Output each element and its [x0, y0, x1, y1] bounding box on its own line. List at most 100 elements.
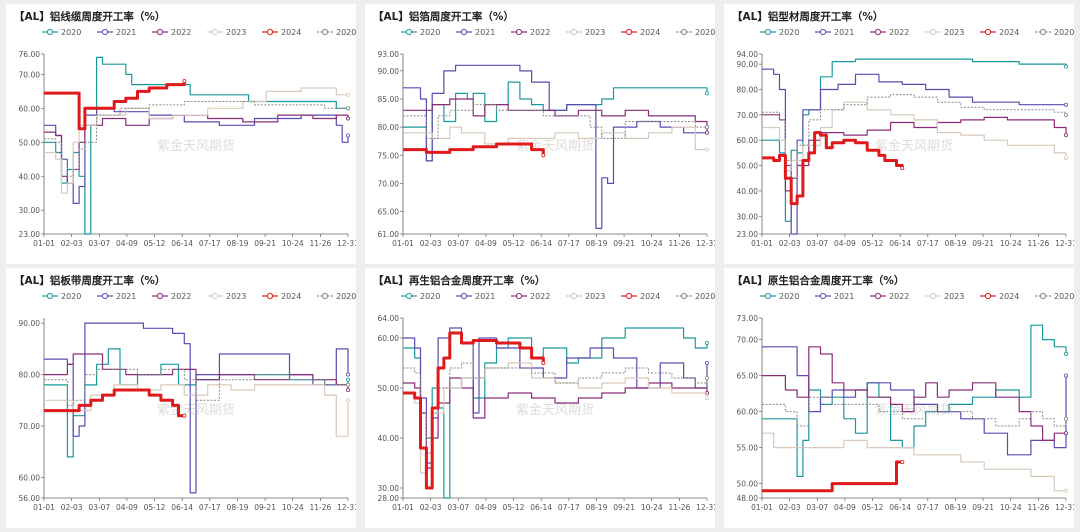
series-line-2021[interactable]	[403, 64, 708, 229]
legend-item[interactable]: 2020-2023均值	[1035, 27, 1074, 37]
legend-item[interactable]: 2020-2023均值	[676, 291, 715, 301]
legend-label: 2022	[889, 28, 909, 37]
series-line-2020-2023均值[interactable]	[44, 368, 348, 406]
series-end-point	[541, 361, 546, 366]
series-line-2024[interactable]	[44, 388, 185, 418]
chart-svg: 【AL】原生铝合金周度开工率（%） 2020 2021 2022 2023 2024 202…	[732, 274, 1074, 512]
legend-item[interactable]: 2024	[262, 28, 301, 37]
legend-item[interactable]: 2022	[511, 292, 550, 301]
legend-item[interactable]: 2020-2023均值	[1035, 291, 1074, 301]
legend-item[interactable]: 2023	[566, 28, 605, 37]
legend-item[interactable]: 2020-2023均值	[317, 291, 356, 301]
legend-marker	[101, 28, 109, 36]
x-tick-label: 01-01	[751, 239, 773, 248]
x-tick-label: 06-14	[889, 503, 911, 512]
legend-label: 2020-2023均值	[695, 291, 715, 301]
y-tick-label: 50.00	[19, 138, 41, 147]
legend-item[interactable]: 2020	[401, 292, 440, 301]
legend-item[interactable]: 2022	[152, 292, 191, 301]
x-tick-label: 09-21	[613, 239, 635, 248]
legend-item[interactable]: 2020	[760, 292, 799, 301]
x-tick-label: 07-17	[199, 503, 221, 512]
legend-item[interactable]: 2020	[760, 28, 799, 37]
legend-item[interactable]: 2021	[456, 292, 495, 301]
series-line-2020-2023均值[interactable]	[762, 396, 1067, 427]
legend-item[interactable]: 2021	[815, 292, 854, 301]
series-line-2024[interactable]	[762, 131, 904, 206]
y-tick-label: 80.00	[737, 85, 759, 94]
legend-label: 2020-2023均值	[695, 27, 715, 37]
series-line-2024[interactable]	[762, 460, 903, 493]
legend-item[interactable]: 2021	[97, 292, 136, 301]
legend-marker	[405, 292, 413, 300]
series-end-point	[704, 395, 709, 400]
legend-item[interactable]: 2023	[207, 28, 246, 37]
legend-item[interactable]: 2024	[980, 28, 1019, 37]
y-tick-label: 28.00	[378, 494, 400, 503]
legend-marker	[101, 292, 109, 300]
legend-item[interactable]: 2023	[925, 292, 964, 301]
chart-title: 【AL】铝线缆周度开工率（%）	[14, 10, 165, 23]
legend-item[interactable]: 2020-2023均值	[676, 27, 715, 37]
legend-marker	[929, 28, 937, 36]
legend-item[interactable]: 2023	[566, 292, 605, 301]
legend-item[interactable]: 2024	[621, 292, 660, 301]
legend-label: 2023	[226, 292, 246, 301]
legend-item[interactable]: 2020	[42, 28, 81, 37]
legend-item[interactable]: 2023	[925, 28, 964, 37]
legend-item[interactable]: 2024	[621, 28, 660, 37]
series-line-2021[interactable]	[403, 327, 708, 464]
series-line-2020[interactable]	[762, 324, 1067, 477]
series-line-2020-2023均值[interactable]	[762, 94, 1067, 179]
legend-label: 2020-2023均值	[1054, 291, 1074, 301]
legend-marker	[625, 292, 633, 300]
legend-label: 2023	[226, 28, 246, 37]
series-line-2021[interactable]	[44, 322, 349, 494]
legend-item[interactable]: 2024	[262, 292, 301, 301]
series-end-point	[900, 166, 905, 171]
series-line-2021[interactable]	[762, 68, 1066, 235]
legend-item[interactable]: 2021	[97, 28, 136, 37]
y-tick-label: 85.00	[378, 95, 400, 104]
legend-item[interactable]: 2022	[511, 28, 550, 37]
series-line-2024[interactable]	[44, 81, 186, 131]
series-line-2022[interactable]	[762, 346, 1066, 441]
legend-label: 2020-2023均值	[336, 27, 356, 37]
x-tick-label: 04-09	[116, 503, 138, 512]
legend-item[interactable]: 2023	[207, 292, 246, 301]
legend-item[interactable]: 2020	[42, 292, 81, 301]
x-tick-label: 11-26	[668, 503, 690, 512]
series-line-2023[interactable]	[403, 362, 708, 474]
y-tick-label: 60.00	[737, 408, 759, 417]
series-line-2022[interactable]	[44, 114, 349, 184]
legend-item[interactable]: 2021	[456, 28, 495, 37]
series-line-2022[interactable]	[403, 377, 708, 469]
series-line-2022[interactable]	[44, 353, 349, 390]
series-line-2022[interactable]	[403, 98, 708, 133]
legend-item[interactable]: 2022	[870, 28, 909, 37]
legend-marker	[819, 28, 827, 36]
series-line-2023[interactable]	[44, 87, 348, 194]
series-line-2021[interactable]	[762, 346, 1067, 456]
series-line-2020-2023均值[interactable]	[403, 104, 707, 139]
legend-item[interactable]: 2020	[401, 28, 440, 37]
series-end-point	[345, 92, 350, 97]
series-line-2023[interactable]	[403, 126, 707, 151]
series-line-2020-2023均值[interactable]	[44, 101, 348, 177]
legend-item[interactable]: 2022	[870, 292, 909, 301]
legend-marker	[515, 292, 523, 300]
legend-item[interactable]: 2020-2023均值	[317, 27, 356, 37]
x-tick-label: 01-01	[392, 239, 414, 248]
series-line-2023[interactable]	[762, 432, 1066, 492]
legend-item[interactable]: 2021	[815, 28, 854, 37]
series-line-2021[interactable]	[44, 107, 349, 204]
x-tick-label: 07-17	[199, 239, 221, 248]
legend-item[interactable]: 2024	[980, 292, 1019, 301]
series-line-2024[interactable]	[403, 331, 545, 490]
series-line-2024[interactable]	[403, 142, 545, 156]
watermark: 紫金天风期货	[157, 138, 235, 154]
legend-label: 2021	[834, 28, 854, 37]
legend-item[interactable]: 2022	[152, 28, 191, 37]
legend-label: 2021	[116, 292, 136, 301]
x-tick-label: 05-12	[144, 239, 166, 248]
